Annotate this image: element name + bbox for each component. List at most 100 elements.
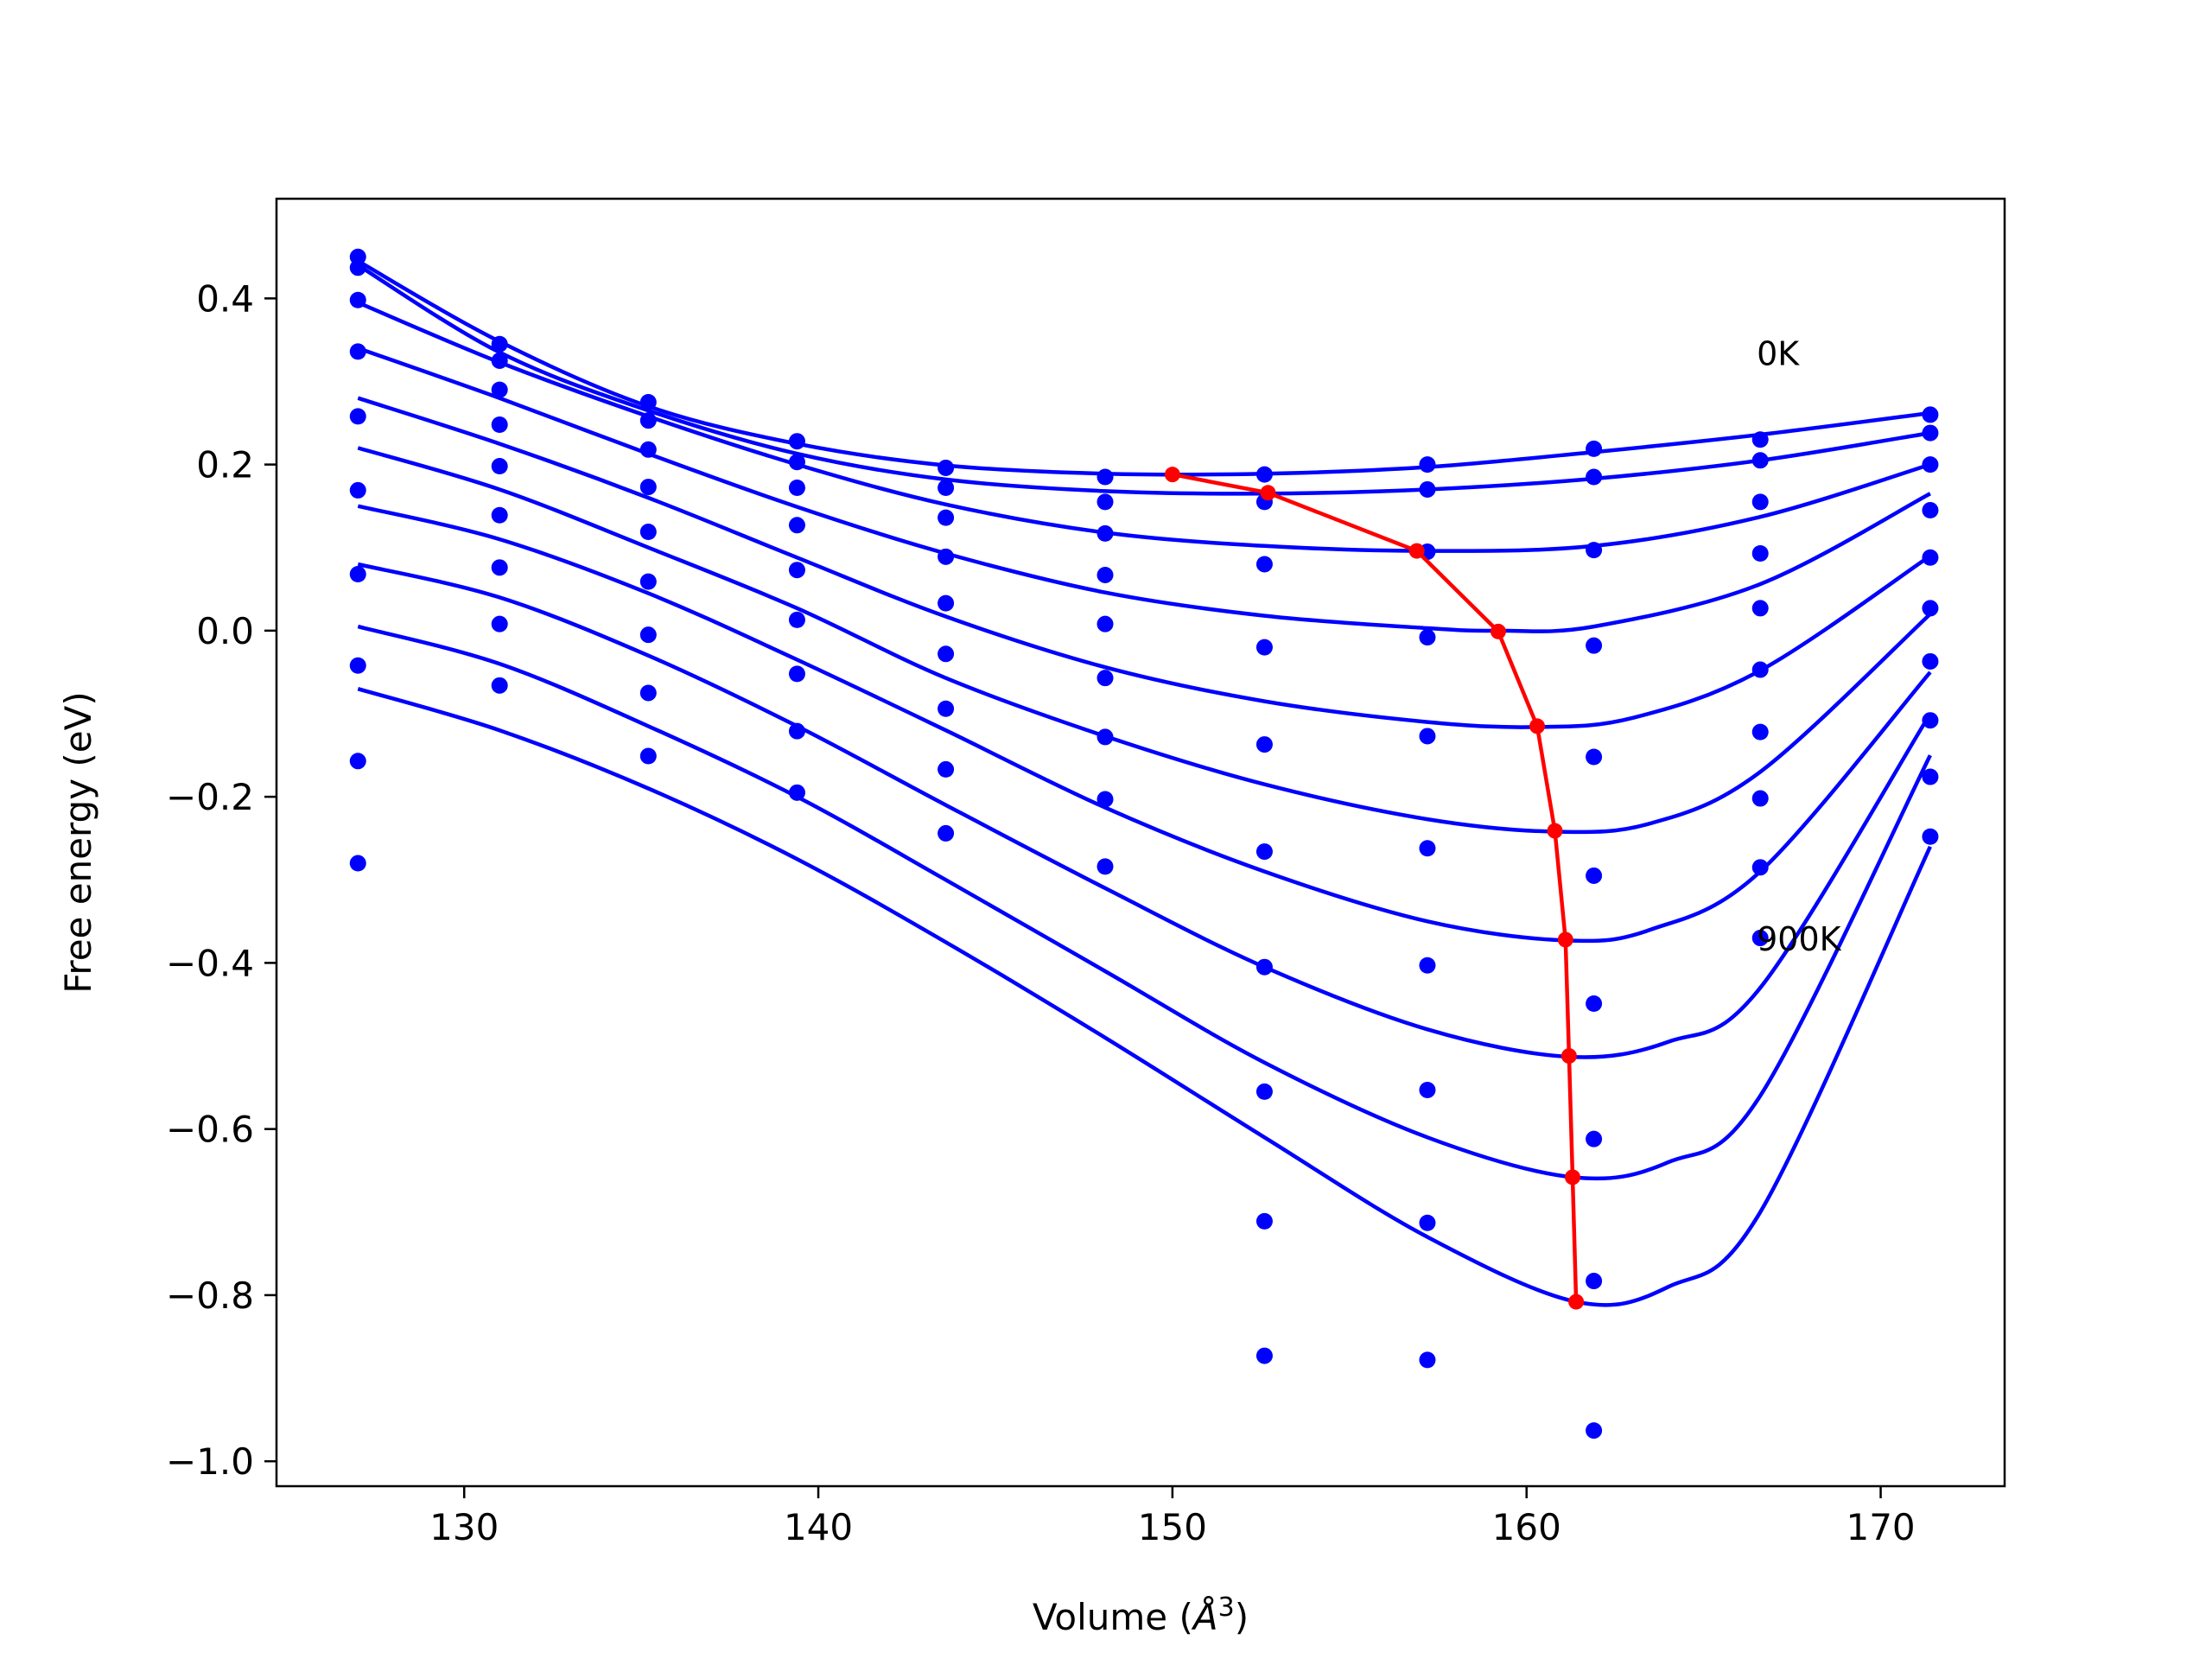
- data-point: [788, 611, 805, 628]
- data-point: [1751, 493, 1769, 511]
- data-point: [1096, 728, 1114, 746]
- data-point: [1922, 501, 1939, 518]
- x-tick-label: 130: [429, 1506, 499, 1548]
- series-0K: [349, 248, 1939, 486]
- data-point: [1419, 1081, 1436, 1098]
- x-tick-label: 140: [784, 1506, 853, 1548]
- data-point: [349, 753, 366, 770]
- y-tick-label: 0.4: [196, 277, 254, 320]
- data-point: [1419, 629, 1436, 646]
- data-point: [491, 458, 508, 475]
- data-point: [491, 416, 508, 433]
- data-point: [1096, 468, 1114, 486]
- data-point: [1586, 637, 1603, 654]
- data-point: [639, 523, 657, 540]
- data-point: [1255, 466, 1273, 483]
- minimum-point: [1260, 485, 1276, 501]
- data-point: [1586, 1422, 1603, 1440]
- data-point: [1751, 544, 1769, 562]
- x-axis-title: Volume (Å3): [1033, 1592, 1249, 1638]
- data-point: [491, 615, 508, 632]
- data-point: [1419, 1351, 1436, 1369]
- data-point: [349, 343, 366, 360]
- minimum-point: [1560, 1048, 1577, 1065]
- series-400K: [349, 396, 1939, 766]
- minimum-point: [1557, 931, 1573, 948]
- data-point: [788, 722, 805, 740]
- data-point: [1586, 995, 1603, 1012]
- minimum-point: [1529, 718, 1546, 734]
- series-300K: [349, 343, 1939, 656]
- y-tick-label: −1.0: [166, 1440, 254, 1483]
- series-600K: [349, 504, 1939, 1012]
- series-500K: [349, 446, 1939, 884]
- x-axis: 130 140 150 160 170: [429, 1486, 1916, 1548]
- data-point: [938, 480, 955, 497]
- data-point: [1419, 456, 1436, 474]
- minimum-point: [1565, 1169, 1580, 1185]
- x-tick-label: 160: [1492, 1506, 1561, 1548]
- data-point: [639, 626, 657, 644]
- data-point: [1751, 452, 1769, 469]
- x-axis-title-close: ): [1235, 1596, 1249, 1638]
- series-layer: [349, 248, 1939, 1440]
- data-point: [639, 479, 657, 496]
- data-point: [1922, 424, 1939, 442]
- fit-curve: [357, 346, 1931, 633]
- fit-curve: [357, 396, 1932, 729]
- y-tick-label: −0.2: [166, 776, 254, 818]
- data-point: [938, 509, 955, 526]
- data-point: [349, 657, 366, 674]
- data-point: [1586, 542, 1603, 559]
- data-point: [1096, 566, 1114, 583]
- data-point: [1751, 431, 1769, 448]
- data-point: [1922, 600, 1939, 617]
- plot-frame: [275, 197, 2006, 1488]
- data-point: [639, 394, 657, 411]
- y-axis: 0.4 0.2 0.0 −0.2 −0.4 −0.6 −0.8 −1.0: [166, 277, 276, 1483]
- data-point: [788, 562, 805, 579]
- data-point: [1096, 524, 1114, 542]
- data-point: [1586, 748, 1603, 766]
- data-point: [1751, 790, 1769, 807]
- data-point: [491, 677, 508, 694]
- data-point: [1419, 728, 1436, 745]
- data-point: [938, 459, 955, 476]
- x-tick-label: 170: [1846, 1506, 1915, 1548]
- y-axis-title: Free energy (eV): [57, 691, 99, 994]
- data-point: [1419, 1214, 1436, 1231]
- temperature-label: 0K: [1757, 334, 1800, 372]
- data-point: [1419, 480, 1436, 498]
- minimum-point: [1164, 467, 1180, 483]
- data-point: [1586, 1130, 1603, 1147]
- data-point: [1751, 600, 1769, 617]
- data-point: [639, 573, 657, 590]
- data-point: [1255, 736, 1273, 753]
- series-800K: [349, 624, 1939, 1290]
- fit-curve: [357, 263, 1931, 496]
- series-900K: [349, 687, 1939, 1440]
- data-point: [349, 408, 366, 425]
- data-point: [1096, 615, 1114, 632]
- data-point: [1096, 493, 1114, 511]
- data-point: [1922, 406, 1939, 423]
- data-point: [639, 684, 657, 702]
- data-point: [938, 824, 955, 842]
- data-point: [1586, 468, 1603, 486]
- data-point: [491, 506, 508, 524]
- data-point: [349, 855, 366, 872]
- data-point: [938, 548, 955, 565]
- data-point: [788, 665, 805, 683]
- data-point: [491, 559, 508, 576]
- x-axis-title-unit: Å: [1191, 1595, 1218, 1638]
- fit-curve: [357, 446, 1932, 835]
- data-point: [1096, 670, 1114, 687]
- data-point: [788, 480, 805, 497]
- data-point: [1751, 859, 1769, 876]
- data-point: [349, 566, 366, 583]
- data-point: [1922, 549, 1939, 566]
- data-point: [938, 645, 955, 663]
- data-point: [1419, 957, 1436, 974]
- data-point: [1922, 828, 1939, 845]
